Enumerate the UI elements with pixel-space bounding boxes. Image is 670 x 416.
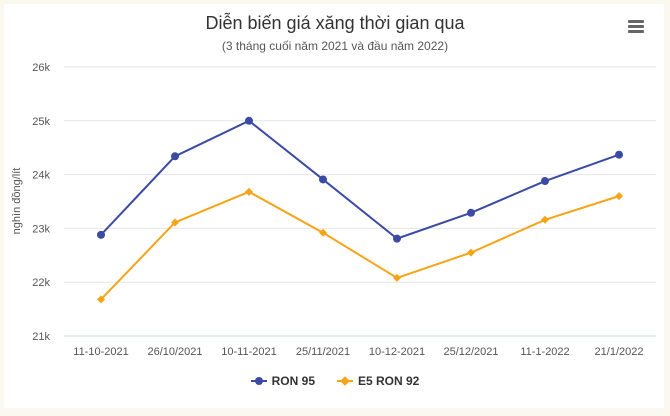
data-point[interactable] — [467, 208, 475, 217]
grid-lines — [64, 66, 656, 337]
chart-card — [4, 4, 664, 408]
chart-subtitle: (3 tháng cuối năm 2021 và đầu năm 2022) — [221, 39, 449, 53]
chart-legend: RON 95 E5 RON 92 — [0, 374, 670, 388]
x-tick-label: 11-1-2022 — [520, 346, 569, 358]
data-point[interactable] — [245, 116, 253, 125]
legend-item-e5ron92[interactable]: E5 RON 92 — [337, 374, 419, 388]
y-tick-label: 22k — [32, 277, 50, 289]
series-layer — [97, 116, 623, 304]
data-point[interactable] — [615, 150, 623, 159]
data-point[interactable] — [171, 152, 179, 161]
x-axis-ticks: 11-10-2021 26/10/2021 10-11-2021 25/11/2021… — [73, 346, 643, 358]
data-point[interactable] — [541, 215, 549, 224]
legend-label-e5ron92: E5 RON 92 — [358, 374, 420, 388]
data-point[interactable] — [541, 177, 549, 186]
circle-marker-icon — [254, 377, 263, 385]
legend-symbol-ron95 — [250, 376, 267, 386]
data-point[interactable] — [615, 192, 623, 201]
x-tick-label: 25/12/2021 — [443, 346, 498, 358]
data-point[interactable] — [171, 218, 179, 227]
data-point[interactable] — [393, 234, 401, 243]
menu-bar — [628, 30, 644, 33]
diamond-marker-icon — [340, 376, 350, 386]
data-point[interactable] — [393, 273, 401, 282]
series-line-1 — [100, 190, 620, 301]
x-tick-label: 10-11-2021 — [221, 346, 276, 358]
data-point[interactable] — [319, 175, 327, 184]
chart-title: Diễn biến giá xăng thời gian qua — [205, 13, 465, 33]
legend-label-ron95: RON 95 — [271, 374, 315, 388]
menu-bar — [628, 25, 644, 28]
y-tick-label: 23k — [32, 223, 50, 235]
data-point[interactable] — [319, 228, 327, 237]
x-tick-label: 26/10/2021 — [147, 346, 202, 358]
y-tick-label: 21k — [32, 331, 50, 343]
hamburger-menu-icon[interactable] — [626, 16, 648, 38]
x-tick-label: 25/11/2021 — [296, 346, 350, 358]
y-axis-title: nghìn đồng/lít — [11, 168, 23, 235]
legend-item-ron95[interactable]: RON 95 — [250, 374, 315, 388]
data-point[interactable] — [97, 295, 105, 304]
data-point[interactable] — [245, 187, 253, 196]
data-point[interactable] — [97, 230, 105, 239]
series-line-0 — [100, 119, 620, 240]
legend-symbol-e5ron92 — [337, 376, 353, 386]
menu-bar — [628, 20, 644, 23]
y-axis-ticks: 21k 22k 23k 24k 25k 26k — [32, 62, 50, 343]
y-tick-label: 25k — [32, 116, 50, 128]
x-tick-label: 21/1/2022 — [595, 346, 644, 358]
x-tick-label: 11-10-2021 — [73, 346, 128, 358]
y-tick-label: 26k — [32, 62, 50, 74]
x-tick-label: 10-12-2021 — [369, 346, 425, 358]
y-tick-label: 24k — [32, 170, 50, 182]
data-point[interactable] — [467, 248, 475, 257]
